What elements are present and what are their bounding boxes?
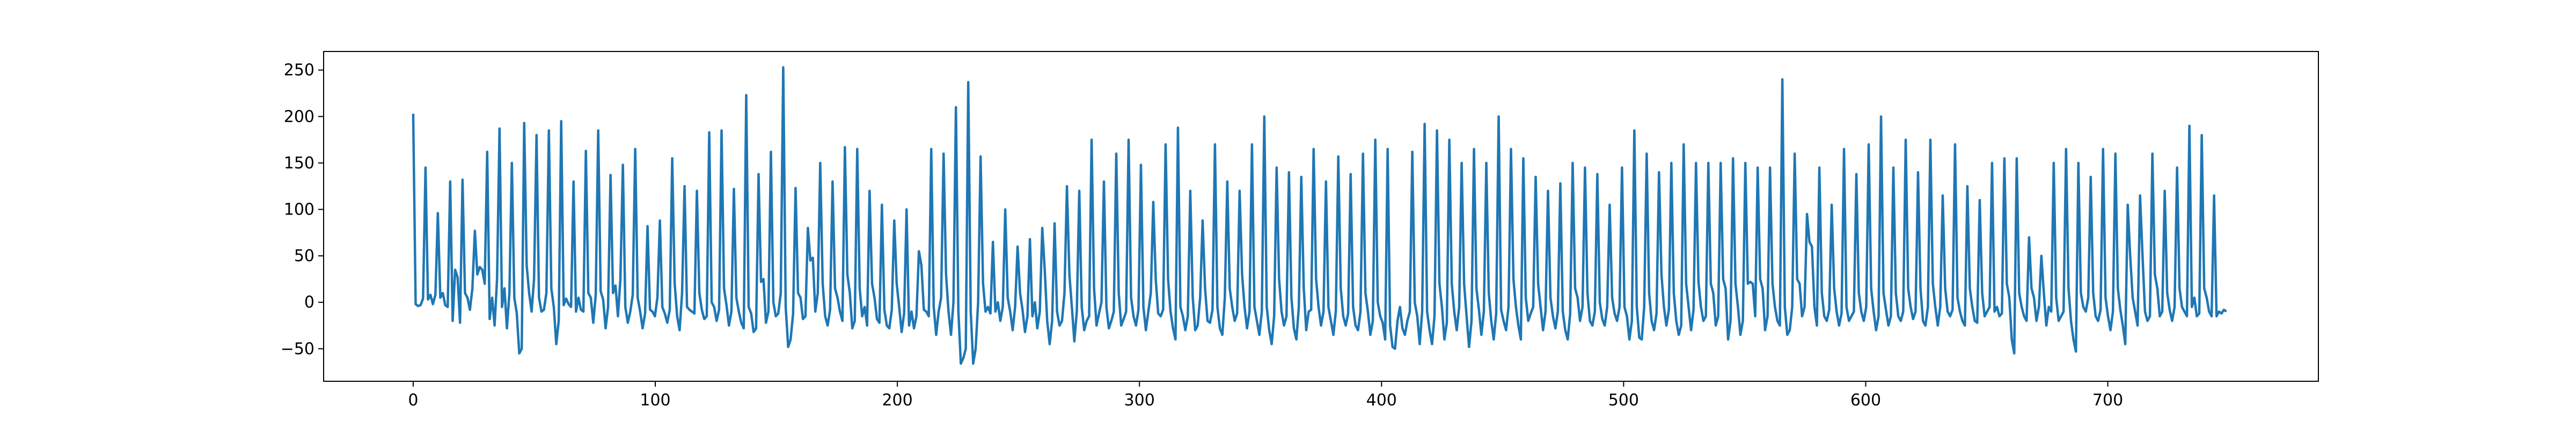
x-tick-label: 0: [408, 391, 418, 410]
y-axis: −50 0 50 100 150 200 250: [281, 61, 324, 358]
y-tick-label: 250: [284, 61, 314, 80]
plot-frame: [323, 51, 2319, 382]
y-tick-label: 50: [294, 247, 314, 265]
x-tick-label: 500: [1608, 391, 1639, 410]
x-tick-label: 100: [640, 391, 670, 410]
x-tick-label: 300: [1124, 391, 1155, 410]
y-tick-label: 150: [284, 154, 314, 173]
series-line-0: [412, 66, 2227, 365]
x-tick-label: 400: [1366, 391, 1397, 410]
x-tick-label: 700: [2092, 391, 2123, 410]
y-tick-label: 0: [304, 293, 314, 312]
y-tick-label: 200: [284, 107, 314, 126]
plot-area: [323, 51, 2319, 382]
y-tick-label: 100: [284, 201, 314, 219]
series-layer: [412, 66, 2227, 365]
y-tick-label: −50: [281, 339, 314, 358]
x-tick-label: 600: [1850, 391, 1881, 410]
x-tick-label: 200: [882, 391, 912, 410]
x-axis: 0 100 200 300 400 500 600 700: [408, 381, 2123, 410]
